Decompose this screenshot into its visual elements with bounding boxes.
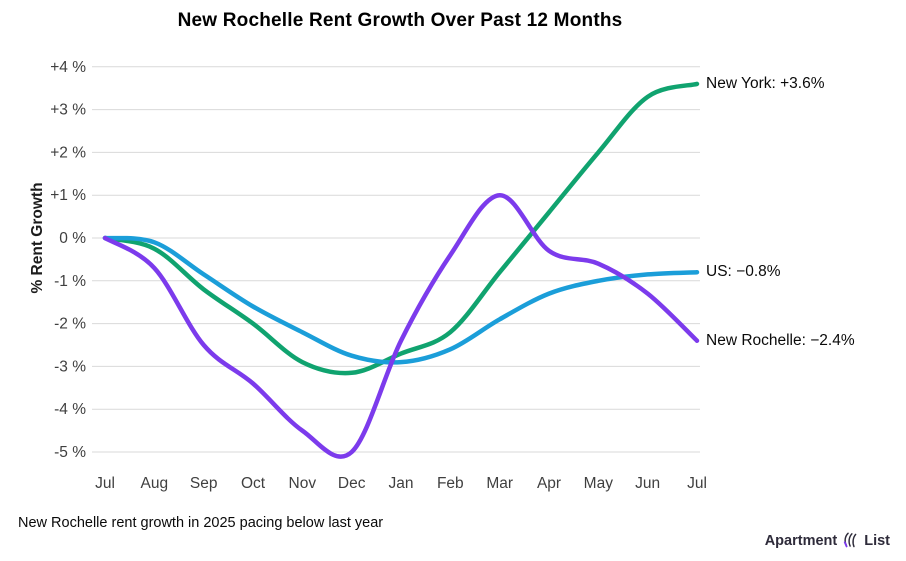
x-tick-label: Jul [687,475,707,492]
series-label-new-rochelle: New Rochelle: −2.4% [706,331,855,349]
logo-word-apartment: Apartment [764,532,838,549]
x-tick-label: Feb [437,475,464,492]
x-tick-label: Jun [635,475,660,492]
y-tick-label: -1 % [54,273,86,290]
x-tick-label: Oct [241,475,266,492]
y-tick-label: -4 % [54,401,86,418]
y-tick-label: -3 % [54,358,86,375]
x-tick-label: Mar [486,475,513,492]
series-line-us [102,235,700,365]
y-tick-label: 0 % [59,230,86,247]
x-tick-label: Dec [338,475,366,492]
y-tick-label: -2 % [54,316,86,333]
x-tick-label: Aug [141,475,169,492]
series-line-new-york [102,81,700,376]
y-tick-label: +4 % [50,59,86,76]
logo-word-list: List [864,532,890,549]
y-tick-label: +3 % [50,102,86,119]
x-tick-label: Jan [389,475,414,492]
series-label-us: US: −0.8% [706,263,781,281]
chart-title: New Rochelle Rent Growth Over Past 12 Mo… [177,10,623,31]
apartment-list-logo: Apartment List [765,531,890,550]
series-line-new-rochelle [102,192,700,459]
y-tick-label: -5 % [54,444,86,461]
y-tick-label: +2 % [50,144,86,161]
x-tick-label: Sep [190,475,218,492]
apartment-list-logo-mark-icon [844,532,857,548]
x-tick-label: May [584,475,614,492]
x-tick-label: Apr [537,475,561,492]
chart-caption: New Rochelle rent growth in 2025 pacing … [18,515,384,531]
x-tick-label: Nov [289,475,317,492]
x-tick-label: Jul [95,475,115,492]
series-label-new-york: New York: +3.6% [706,74,825,92]
y-tick-label: +1 % [50,187,86,204]
